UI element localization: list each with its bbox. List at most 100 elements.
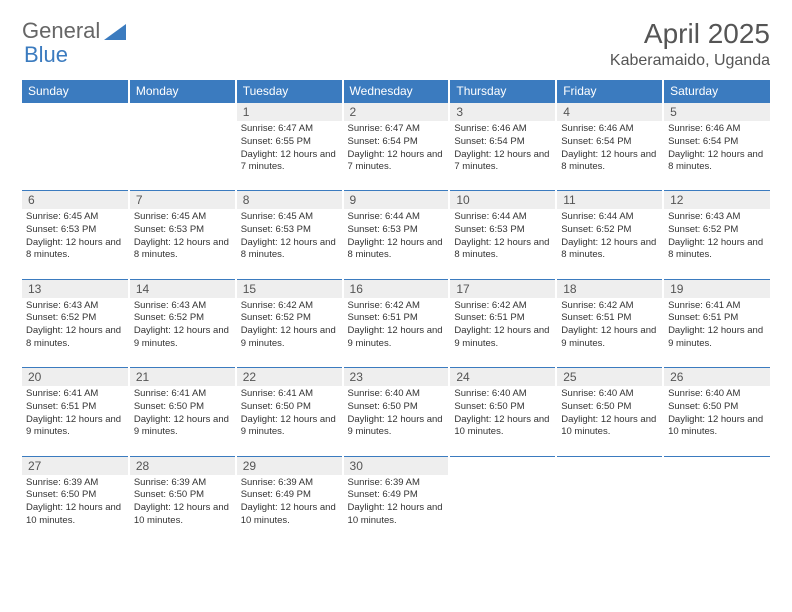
day-cell: 2Sunrise: 6:47 AMSunset: 6:54 PMDaylight… [343, 103, 450, 191]
day-details: Sunrise: 6:39 AMSunset: 6:49 PMDaylight:… [344, 475, 449, 532]
title-block: April 2025 Kaberamaido, Uganda [610, 18, 770, 70]
day-details: Sunrise: 6:45 AMSunset: 6:53 PMDaylight:… [22, 209, 128, 266]
day-number: 29 [237, 457, 342, 475]
day-cell: 9Sunrise: 6:44 AMSunset: 6:53 PMDaylight… [343, 191, 450, 279]
day-header-friday: Friday [556, 80, 663, 103]
empty-cell: 0 [129, 103, 236, 191]
calendar-header-row: SundayMondayTuesdayWednesdayThursdayFrid… [22, 80, 770, 103]
day-details: Sunrise: 6:40 AMSunset: 6:50 PMDaylight:… [664, 386, 770, 443]
day-cell: 30Sunrise: 6:39 AMSunset: 6:49 PMDayligh… [343, 457, 450, 545]
day-details: Sunrise: 6:42 AMSunset: 6:52 PMDaylight:… [237, 298, 342, 355]
day-cell: 23Sunrise: 6:40 AMSunset: 6:50 PMDayligh… [343, 368, 450, 456]
day-cell: 14Sunrise: 6:43 AMSunset: 6:52 PMDayligh… [129, 280, 236, 368]
day-details: Sunrise: 6:40 AMSunset: 6:50 PMDaylight:… [450, 386, 555, 443]
calendar-week: 6Sunrise: 6:45 AMSunset: 6:53 PMDaylight… [22, 191, 770, 279]
logo: General [22, 18, 128, 44]
day-details: Sunrise: 6:45 AMSunset: 6:53 PMDaylight:… [130, 209, 235, 266]
day-number: 26 [664, 368, 770, 386]
day-details: Sunrise: 6:39 AMSunset: 6:50 PMDaylight:… [130, 475, 235, 532]
day-number: 22 [237, 368, 342, 386]
day-details: Sunrise: 6:46 AMSunset: 6:54 PMDaylight:… [450, 121, 555, 178]
day-number: 27 [22, 457, 128, 475]
day-number: 19 [664, 280, 770, 298]
day-cell: 29Sunrise: 6:39 AMSunset: 6:49 PMDayligh… [236, 457, 343, 545]
logo-text-general: General [22, 18, 100, 44]
day-cell: 15Sunrise: 6:42 AMSunset: 6:52 PMDayligh… [236, 280, 343, 368]
day-cell: 3Sunrise: 6:46 AMSunset: 6:54 PMDaylight… [449, 103, 556, 191]
day-details: Sunrise: 6:40 AMSunset: 6:50 PMDaylight:… [344, 386, 449, 443]
day-cell: 20Sunrise: 6:41 AMSunset: 6:51 PMDayligh… [22, 368, 129, 456]
day-number: 30 [344, 457, 449, 475]
day-details: Sunrise: 6:44 AMSunset: 6:53 PMDaylight:… [344, 209, 449, 266]
day-number: 25 [557, 368, 662, 386]
day-cell: 1Sunrise: 6:47 AMSunset: 6:55 PMDaylight… [236, 103, 343, 191]
calendar-week: 27Sunrise: 6:39 AMSunset: 6:50 PMDayligh… [22, 457, 770, 545]
location-subtitle: Kaberamaido, Uganda [610, 52, 770, 70]
day-details: Sunrise: 6:42 AMSunset: 6:51 PMDaylight:… [557, 298, 662, 355]
day-number: 17 [450, 280, 555, 298]
day-details: Sunrise: 6:47 AMSunset: 6:54 PMDaylight:… [344, 121, 449, 178]
day-details: Sunrise: 6:39 AMSunset: 6:50 PMDaylight:… [22, 475, 128, 532]
day-cell: 13Sunrise: 6:43 AMSunset: 6:52 PMDayligh… [22, 280, 129, 368]
day-number: 6 [22, 191, 128, 209]
day-number: 13 [22, 280, 128, 298]
day-cell: 26Sunrise: 6:40 AMSunset: 6:50 PMDayligh… [663, 368, 770, 456]
day-details: Sunrise: 6:41 AMSunset: 6:50 PMDaylight:… [237, 386, 342, 443]
day-number: 5 [664, 103, 770, 121]
day-number: 1 [237, 103, 342, 121]
day-cell: 28Sunrise: 6:39 AMSunset: 6:50 PMDayligh… [129, 457, 236, 545]
empty-cell: 0 [663, 457, 770, 545]
day-cell: 25Sunrise: 6:40 AMSunset: 6:50 PMDayligh… [556, 368, 663, 456]
day-number: 21 [130, 368, 235, 386]
logo-text-blue: Blue [24, 42, 68, 68]
calendar-week: 13Sunrise: 6:43 AMSunset: 6:52 PMDayligh… [22, 280, 770, 368]
day-cell: 21Sunrise: 6:41 AMSunset: 6:50 PMDayligh… [129, 368, 236, 456]
day-number: 4 [557, 103, 662, 121]
day-details: Sunrise: 6:43 AMSunset: 6:52 PMDaylight:… [22, 298, 128, 355]
day-cell: 16Sunrise: 6:42 AMSunset: 6:51 PMDayligh… [343, 280, 450, 368]
calendar-table: SundayMondayTuesdayWednesdayThursdayFrid… [22, 80, 770, 545]
day-number: 7 [130, 191, 235, 209]
day-header-thursday: Thursday [449, 80, 556, 103]
day-details: Sunrise: 6:43 AMSunset: 6:52 PMDaylight:… [664, 209, 770, 266]
day-number: 12 [664, 191, 770, 209]
day-cell: 10Sunrise: 6:44 AMSunset: 6:53 PMDayligh… [449, 191, 556, 279]
day-header-monday: Monday [129, 80, 236, 103]
day-cell: 19Sunrise: 6:41 AMSunset: 6:51 PMDayligh… [663, 280, 770, 368]
day-cell: 22Sunrise: 6:41 AMSunset: 6:50 PMDayligh… [236, 368, 343, 456]
day-cell: 12Sunrise: 6:43 AMSunset: 6:52 PMDayligh… [663, 191, 770, 279]
day-details: Sunrise: 6:41 AMSunset: 6:50 PMDaylight:… [130, 386, 235, 443]
day-cell: 24Sunrise: 6:40 AMSunset: 6:50 PMDayligh… [449, 368, 556, 456]
day-header-wednesday: Wednesday [343, 80, 450, 103]
day-details: Sunrise: 6:42 AMSunset: 6:51 PMDaylight:… [344, 298, 449, 355]
day-details: Sunrise: 6:45 AMSunset: 6:53 PMDaylight:… [237, 209, 342, 266]
day-number: 23 [344, 368, 449, 386]
day-number: 15 [237, 280, 342, 298]
empty-cell: 0 [449, 457, 556, 545]
day-details: Sunrise: 6:40 AMSunset: 6:50 PMDaylight:… [557, 386, 662, 443]
day-cell: 8Sunrise: 6:45 AMSunset: 6:53 PMDaylight… [236, 191, 343, 279]
header: General April 2025 Kaberamaido, Uganda [22, 18, 770, 70]
day-details: Sunrise: 6:46 AMSunset: 6:54 PMDaylight:… [664, 121, 770, 178]
day-number: 24 [450, 368, 555, 386]
day-number: 18 [557, 280, 662, 298]
day-details: Sunrise: 6:43 AMSunset: 6:52 PMDaylight:… [130, 298, 235, 355]
day-details: Sunrise: 6:39 AMSunset: 6:49 PMDaylight:… [237, 475, 342, 532]
empty-cell: 0 [556, 457, 663, 545]
day-cell: 17Sunrise: 6:42 AMSunset: 6:51 PMDayligh… [449, 280, 556, 368]
day-header-sunday: Sunday [22, 80, 129, 103]
day-cell: 6Sunrise: 6:45 AMSunset: 6:53 PMDaylight… [22, 191, 129, 279]
logo-triangle-icon [104, 24, 126, 40]
calendar-week: 20Sunrise: 6:41 AMSunset: 6:51 PMDayligh… [22, 368, 770, 456]
day-cell: 5Sunrise: 6:46 AMSunset: 6:54 PMDaylight… [663, 103, 770, 191]
day-number: 3 [450, 103, 555, 121]
day-number: 20 [22, 368, 128, 386]
day-details: Sunrise: 6:41 AMSunset: 6:51 PMDaylight:… [22, 386, 128, 443]
day-cell: 11Sunrise: 6:44 AMSunset: 6:52 PMDayligh… [556, 191, 663, 279]
day-header-saturday: Saturday [663, 80, 770, 103]
day-number: 16 [344, 280, 449, 298]
day-number: 28 [130, 457, 235, 475]
day-number: 14 [130, 280, 235, 298]
day-details: Sunrise: 6:44 AMSunset: 6:53 PMDaylight:… [450, 209, 555, 266]
calendar-week: 0 0 1Sunrise: 6:47 AMSunset: 6:55 PMDayl… [22, 103, 770, 191]
